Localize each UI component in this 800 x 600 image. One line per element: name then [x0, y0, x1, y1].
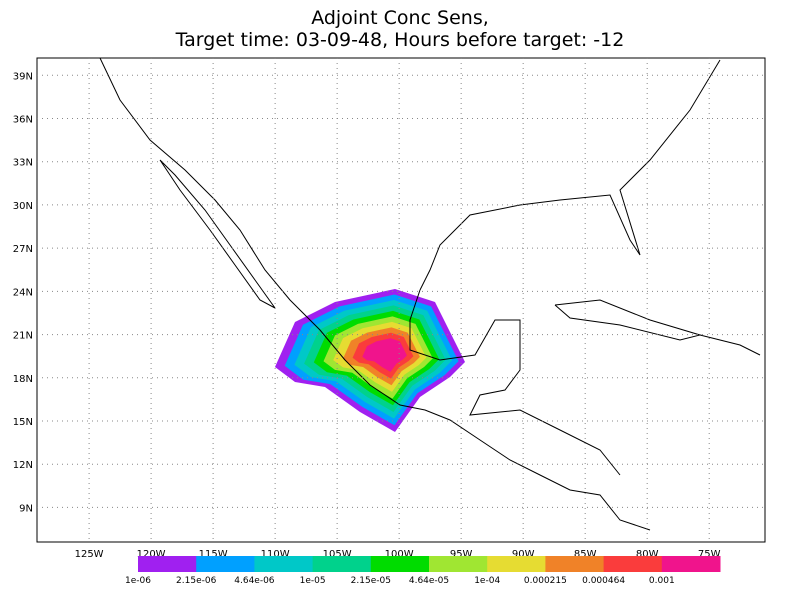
- colorbar-box: [138, 556, 197, 572]
- coastline: [699, 334, 761, 356]
- lat-tick-label: 9N: [19, 503, 33, 514]
- colorbar-label: 4.64e-05: [409, 576, 449, 586]
- colorbar-box: [312, 556, 372, 572]
- lat-tick-label: 30N: [13, 201, 33, 212]
- lat-tick-label: 27N: [13, 244, 33, 255]
- coastline: [419, 59, 721, 291]
- lat-tick-label: 33N: [13, 158, 33, 169]
- coastline: [159, 159, 276, 309]
- colorbar-box: [545, 556, 605, 572]
- lon-tick-label: 75W: [698, 549, 721, 560]
- coastline: [554, 299, 702, 341]
- colorbar-box: [254, 556, 314, 572]
- lat-tick-label: 36N: [13, 115, 33, 126]
- title-line: Adjoint Conc Sens,: [311, 7, 489, 29]
- lon-tick-label: 80W: [636, 549, 659, 560]
- colorbar-label: 2.15e-06: [176, 576, 217, 586]
- colorbar-box: [429, 556, 488, 572]
- lon-tick-label: 125W: [75, 549, 104, 560]
- title-line: Target time: 03-09-48, Hours before targ…: [175, 29, 625, 51]
- coastline: [99, 57, 651, 531]
- map-frame: [36, 57, 766, 543]
- colorbar-label: 0.000215: [524, 576, 567, 586]
- lat-tick-label: 12N: [13, 460, 33, 471]
- lon-tick-label: 120W: [137, 549, 166, 560]
- lat-tick-label: 39N: [13, 71, 33, 82]
- coastlines: [99, 57, 761, 531]
- lat-tick-label: 21N: [13, 331, 33, 342]
- contour-level: [362, 338, 407, 372]
- colorbar-label: 4.64e-06: [234, 576, 275, 586]
- colorbar-box: [661, 556, 721, 572]
- colorbar-box: [487, 556, 546, 572]
- colorbar-box: [370, 556, 430, 572]
- lat-tick-label: 24N: [13, 287, 33, 298]
- colorbar-label: 1e-05: [300, 576, 326, 586]
- lon-tick-label: 100W: [385, 549, 414, 560]
- contour-field: [275, 289, 465, 432]
- lat-tick-label: 15N: [13, 417, 33, 428]
- lat-tick-label: 18N: [13, 374, 33, 385]
- colorbar-label: 2.15e-05: [351, 576, 391, 586]
- coastline: [409, 289, 621, 476]
- lon-tick-label: 115W: [199, 549, 228, 560]
- lon-tick-label: 110W: [261, 549, 290, 560]
- lon-tick-label: 90W: [512, 549, 535, 560]
- colorbar-label: 0.001: [649, 576, 675, 586]
- colorbar-label: 1e-06: [125, 576, 151, 586]
- lon-tick-label: 85W: [574, 549, 597, 560]
- colorbar-label: 1e-04: [474, 576, 500, 586]
- colorbar-box: [603, 556, 663, 572]
- lon-tick-label: 95W: [450, 549, 473, 560]
- lon-tick-label: 105W: [323, 549, 352, 560]
- colorbar-label: 0.000464: [582, 576, 625, 586]
- colorbar-box: [196, 556, 255, 572]
